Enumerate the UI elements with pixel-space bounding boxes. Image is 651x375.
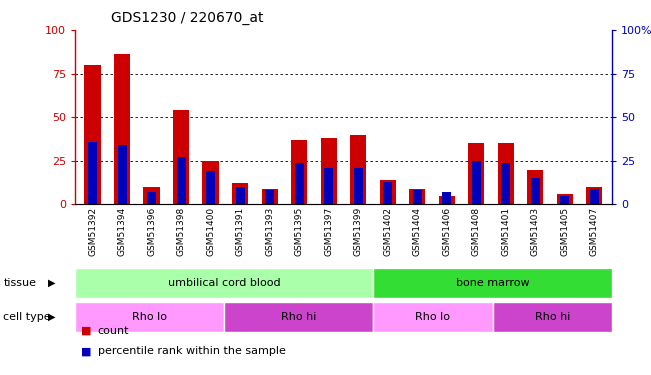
Bar bbox=[173, 110, 189, 204]
Bar bbox=[75, 302, 224, 332]
Bar bbox=[206, 171, 215, 204]
Bar bbox=[236, 187, 245, 204]
Text: ■: ■ bbox=[81, 346, 92, 356]
Bar bbox=[224, 302, 373, 332]
Bar bbox=[442, 192, 451, 204]
Text: count: count bbox=[98, 326, 129, 336]
Text: tissue: tissue bbox=[3, 278, 36, 288]
Bar bbox=[497, 143, 514, 204]
Bar bbox=[350, 135, 367, 204]
Bar bbox=[324, 168, 333, 204]
Bar bbox=[413, 190, 422, 204]
Text: Rho lo: Rho lo bbox=[415, 312, 450, 322]
Bar bbox=[147, 192, 156, 204]
Bar bbox=[202, 161, 219, 204]
Bar bbox=[557, 194, 573, 204]
Text: Rho lo: Rho lo bbox=[132, 312, 167, 322]
Bar bbox=[295, 162, 303, 204]
Bar bbox=[472, 161, 480, 204]
Text: Rho hi: Rho hi bbox=[534, 312, 570, 322]
Bar bbox=[176, 157, 186, 204]
Bar bbox=[320, 138, 337, 204]
Bar bbox=[88, 142, 97, 204]
Bar bbox=[373, 268, 612, 298]
Text: GDS1230 / 220670_at: GDS1230 / 220670_at bbox=[111, 11, 263, 25]
Text: bone marrow: bone marrow bbox=[456, 278, 529, 288]
Text: ■: ■ bbox=[81, 326, 92, 336]
Bar bbox=[527, 170, 544, 204]
Bar bbox=[383, 182, 392, 204]
Bar bbox=[143, 187, 159, 204]
Bar bbox=[380, 180, 396, 204]
Bar bbox=[118, 145, 126, 204]
Bar bbox=[501, 162, 510, 204]
Bar bbox=[373, 302, 493, 332]
Bar bbox=[85, 65, 101, 204]
Text: cell type: cell type bbox=[3, 312, 51, 322]
Bar bbox=[262, 189, 278, 204]
Bar bbox=[353, 168, 363, 204]
Bar bbox=[493, 302, 612, 332]
Bar bbox=[232, 183, 248, 204]
Bar bbox=[291, 140, 307, 204]
Text: umbilical cord blood: umbilical cord blood bbox=[168, 278, 281, 288]
Bar bbox=[409, 189, 425, 204]
Text: ▶: ▶ bbox=[48, 278, 55, 288]
Bar bbox=[590, 189, 599, 204]
Bar bbox=[75, 268, 373, 298]
Bar bbox=[265, 190, 274, 204]
Bar bbox=[439, 196, 455, 204]
Text: percentile rank within the sample: percentile rank within the sample bbox=[98, 346, 286, 356]
Bar bbox=[586, 187, 602, 204]
Bar bbox=[114, 54, 130, 204]
Text: ▶: ▶ bbox=[48, 312, 55, 322]
Bar bbox=[468, 143, 484, 204]
Bar bbox=[561, 196, 569, 204]
Bar bbox=[531, 178, 540, 204]
Text: Rho hi: Rho hi bbox=[281, 312, 316, 322]
